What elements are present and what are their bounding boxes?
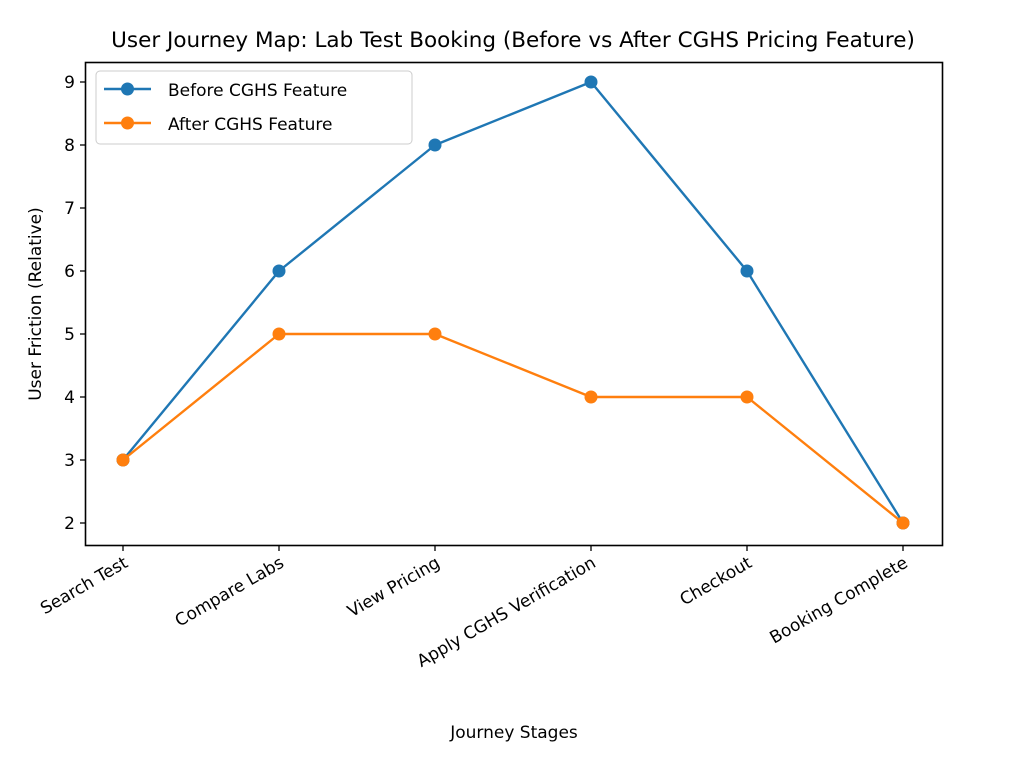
x-tick-label: View Pricing (344, 553, 443, 622)
data-point-after (272, 327, 286, 341)
legend: Before CGHS Feature After CGHS Feature (95, 70, 413, 145)
y-tick-label: 2 (64, 514, 75, 534)
data-point-before (584, 75, 598, 89)
x-axis: Search Test Compare Labs View PricingApply… (37, 545, 912, 672)
y-tick-label: 7 (64, 199, 75, 219)
legend-marker-before (121, 82, 134, 96)
legend-label-after: After CGHS Feature (168, 115, 333, 135)
x-axis-label: Journey Stages (449, 723, 578, 743)
data-point-before (428, 138, 442, 152)
legend-label-before: Before CGHS Feature (168, 81, 347, 101)
x-tick-label: Checkout (677, 553, 756, 610)
y-tick-label: 3 (64, 451, 75, 471)
data-point-after (116, 453, 130, 467)
y-tick-label: 6 (64, 262, 75, 282)
data-point-before (740, 264, 754, 278)
y-tick-label: 4 (64, 388, 75, 408)
x-tick-label: Booking Complete (766, 553, 911, 648)
y-tick-label: 5 (64, 325, 75, 345)
y-tick-label: 9 (64, 73, 75, 93)
data-point-after (740, 390, 754, 404)
x-tick-label: Compare Labs (172, 553, 288, 631)
y-axis-label: User Friction (Relative) (26, 207, 46, 401)
x-tick-label: Search Test (37, 553, 132, 619)
y-axis: 2 3 4 5 6 7 8 9 (64, 73, 86, 534)
data-point-before (272, 264, 286, 278)
series-layer (116, 75, 910, 530)
axes-frame (84, 61, 944, 547)
series-line-before (122, 80, 905, 524)
y-tick-label: 8 (64, 136, 75, 156)
chart-title: User Journey Map: Lab Test Booking (Befo… (111, 28, 915, 53)
legend-box (95, 70, 413, 145)
series-line-after (122, 332, 904, 524)
legend-marker-after (121, 116, 134, 130)
data-point-after (428, 327, 442, 341)
data-point-after (896, 516, 910, 530)
data-point-after (584, 390, 598, 404)
